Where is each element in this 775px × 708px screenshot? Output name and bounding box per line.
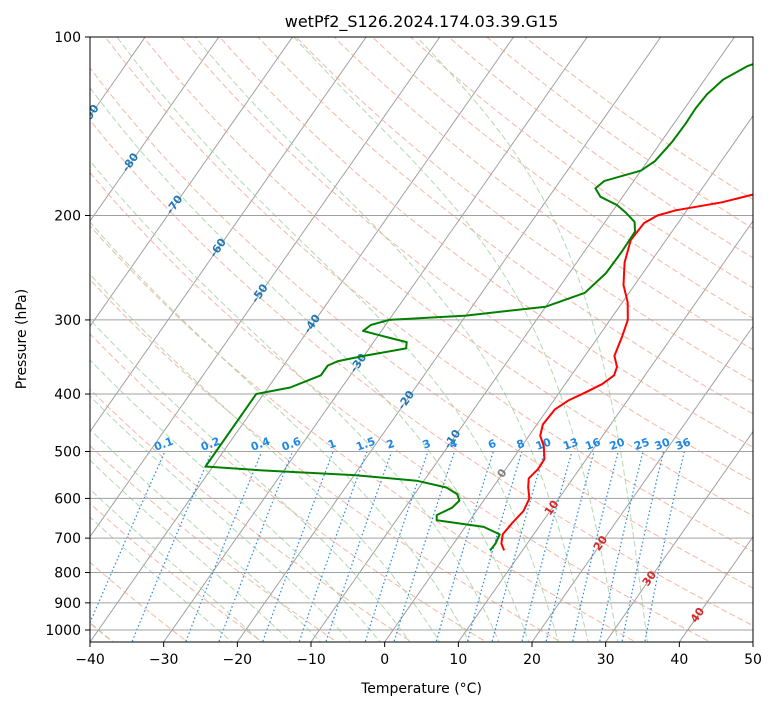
y-tick-label: 300 [54,313,81,329]
mixing-ratio-label: 20 [608,435,627,453]
mixing-ratio-label: 4 [447,437,459,452]
dry-adiabat-line [90,67,753,589]
isotherm-line [90,37,294,328]
x-axis-title: Temperature (°C) [360,681,482,697]
pressure-grid-lines [90,37,753,631]
mixing-ratio-line [598,451,644,642]
mixing-ratio-label: 0.4 [249,435,272,454]
mixing-ratio-label: 3 [421,437,433,452]
plot-frame [89,36,754,643]
mixing-ratio-line [184,451,263,642]
y-tick-label: 200 [54,209,81,225]
moist-adiabat-line [293,37,619,642]
moist-adiabat-line [116,37,560,642]
mixing-ratio-label: 0.6 [280,435,303,454]
moist-adiabat-line [90,428,322,642]
x-tick-label: 0 [380,652,389,668]
x-tick-label: 30 [597,652,615,668]
mixing-ratio-label: 0.1 [152,435,175,454]
isotherm-line [90,37,441,538]
mixing-ratio-line [491,451,546,642]
x-tick-label: 20 [523,652,541,668]
dry-adiabat-line [371,37,753,319]
mixing-ratio-line [131,451,213,642]
mixing-ratio-line [545,451,595,642]
y-tick-label: 800 [54,566,81,582]
mixing-ratio-labels: 0.1 0.2 0.4 0.6 1 1.5 2 3 4 6 8 10 13 16 20 25 30 36 [152,435,693,454]
dry-adiabat-line [180,37,753,482]
mixing-ratio-line [364,451,429,642]
isotherm-label: -100 [28,64,55,94]
isotherm-line [752,641,753,642]
dry-adiabat-line [295,37,753,382]
mixing-ratio-line [325,451,393,642]
dry-adiabat-line [333,37,753,351]
mixing-ratio-line [571,451,619,642]
x-tick-label: −30 [149,652,179,668]
dry-adiabat-line [90,171,712,642]
mixing-ratio-label: 1 [326,437,338,452]
mixing-ratio-label: 16 [583,435,602,453]
dry-adiabat-line [257,37,753,415]
mixing-ratio-line [298,451,368,642]
y-tick-label: 600 [54,491,81,507]
y-axis-title: Pressure (hPa) [14,289,30,389]
moist-adiabat-line [416,37,648,642]
mixing-ratio-line [393,451,456,642]
mixing-ratio-label: 2 [385,437,397,452]
y-tick-label: 500 [54,444,81,460]
isotherm-line [0,24,81,645]
mixing-ratio-label: 6 [486,437,498,452]
mixing-ratio-label: 30 [653,435,672,453]
x-tick-label: 50 [744,652,762,668]
y-tick-label: 400 [54,387,81,403]
x-tick-label: −20 [223,652,253,668]
mixing-ratio-label: 25 [632,435,651,452]
mixing-ratio-line [435,451,494,642]
isotherm-label: -90 [80,102,102,126]
mixing-ratio-line [261,451,334,642]
isotherm-line [90,37,367,433]
mixing-ratio-label: 36 [674,435,693,453]
mixing-ratio-line [621,451,665,642]
isotherm-line [0,24,7,645]
moist-adiabat-line [194,37,589,642]
temperature-line [500,193,753,551]
dry-adiabat-line [409,37,753,289]
mixing-ratio-line [218,451,294,642]
plot-background [90,37,753,642]
chart-title: wetPf2_S126.2024.174.03.39.G15 [285,12,559,32]
dry-adiabat-line [104,37,753,553]
x-tick-label: −40 [75,652,105,668]
y-tick-label: 700 [54,531,81,547]
mixing-ratio-label: 8 [515,437,527,452]
moist-adiabat-line [90,318,411,642]
x-axis-ticks: −40 −30 −20 −10 0 10 20 30 40 50 [75,642,762,668]
mixing-ratio-label: 13 [561,435,580,452]
y-tick-label: 1000 [45,623,81,639]
y-axis-ticks: 100 200 300 400 500 600 700 800 900 1000 [45,30,90,639]
sounding-series [204,63,753,552]
y-tick-label: 100 [54,30,81,46]
mixing-ratio-label: 1.5 [354,435,377,454]
x-tick-label: −10 [296,652,326,668]
mixing-ratio-line [466,451,523,642]
mixing-ratio-line [644,451,685,642]
dewpoint-line [204,63,753,552]
x-tick-label: 10 [449,652,467,668]
mixing-ratio-label: 0.2 [199,435,222,454]
y-tick-label: 900 [54,596,81,612]
x-tick-label: 40 [670,652,688,668]
mixing-ratio-line [521,451,573,642]
mixing-ratio-lines [90,451,685,642]
